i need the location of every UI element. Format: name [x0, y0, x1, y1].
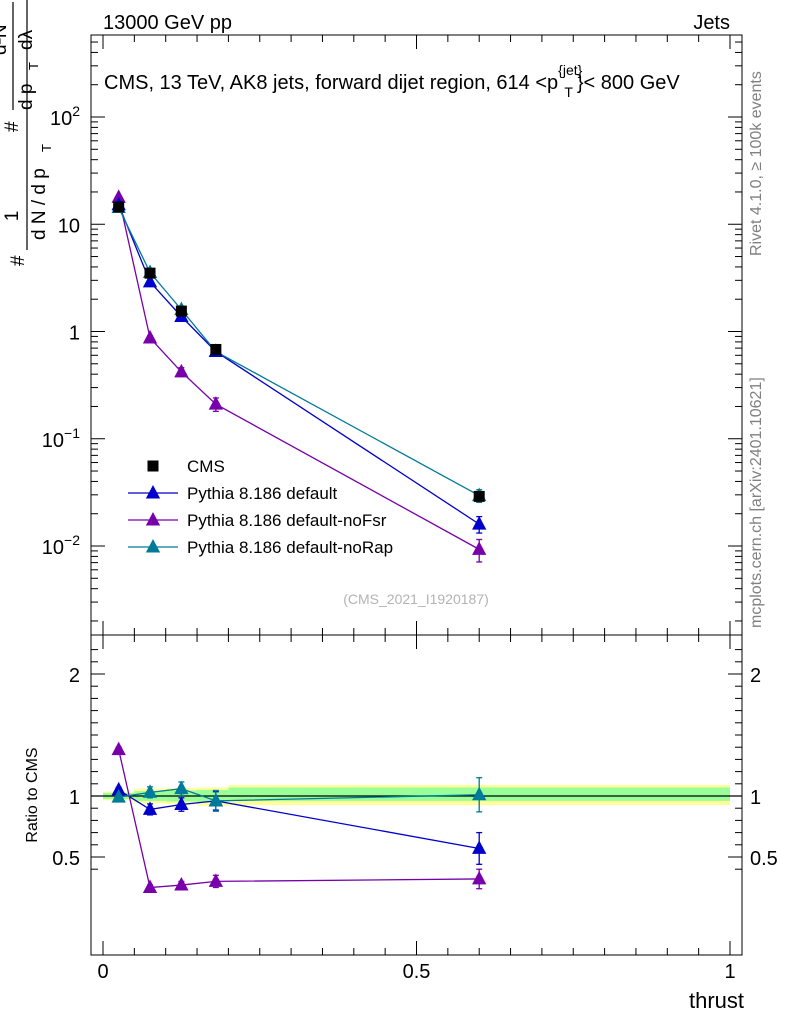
main-data-point: [113, 201, 125, 213]
legend-label: Pythia 8.186 default-noFsr: [187, 511, 387, 530]
ratio-data-point: [472, 840, 487, 854]
ratio-data-point: [472, 786, 487, 801]
main-data-point: [175, 305, 187, 317]
legend-marker: [145, 484, 161, 499]
main-data-point: [144, 267, 156, 279]
main-ytick-label: 102: [50, 103, 80, 130]
main-data-point: [473, 490, 485, 502]
ratio-data-point: [472, 870, 487, 885]
ytick-exponent: 2: [72, 103, 80, 119]
ratio-ytick-label-left: 2: [69, 665, 80, 687]
ratio-data-point: [111, 789, 126, 803]
main-ytick-label: 10−1: [42, 425, 80, 452]
main-ytick-label: 10: [58, 215, 80, 237]
ratio-xtick-label: 0.5: [403, 961, 431, 983]
chart-title: CMS, 13 TeV, AK8 jets, forward dijet reg…: [104, 62, 680, 100]
mcplots-label: mcplots.cern.ch [arXiv:2401.10621]: [748, 377, 765, 628]
legend-marker: [145, 511, 161, 526]
ytick-base: 10: [42, 537, 64, 559]
legend-label: Pythia 8.186 default-noRap: [187, 538, 393, 557]
main-x-ticks: [102, 35, 731, 635]
ytick-exponent: −1: [64, 425, 80, 441]
ratio-ytick-label-right: 2: [750, 665, 761, 687]
main-series-line-1: [118, 204, 480, 525]
ratio-x-ticks: 0 0.5 1: [97, 635, 736, 983]
title-prefix: CMS, 13 TeV, AK8 jets, forward dijet reg…: [104, 72, 558, 94]
main-data-point: [111, 189, 126, 203]
x-axis-label: thrust: [689, 988, 744, 1013]
main-data-point: [142, 329, 158, 344]
ratio-data-point: [111, 741, 126, 756]
ratio-data-point: [174, 877, 189, 891]
main-data-point: [472, 541, 487, 555]
title-suffix: }< 800 GeV: [577, 72, 681, 94]
ratio-ytick-label-right: 1: [750, 787, 761, 809]
ylabel-denominator: d N / d p: [29, 168, 50, 240]
ylabel-hash2: #: [2, 121, 23, 132]
ylabel-inner-dlambda: dλ: [16, 29, 37, 50]
main-data-point: [142, 273, 158, 288]
ylabel-one: 1: [2, 211, 23, 222]
ratio-data-point: [142, 801, 158, 815]
ratio-plot-data: [111, 741, 487, 893]
ylabel-inner-dp: d p: [16, 84, 37, 110]
header-right: Jets: [693, 12, 730, 34]
ratio-data-point: [208, 873, 224, 887]
main-data-point: [208, 396, 224, 410]
ratio-ytick-label-left: 1: [69, 787, 80, 809]
ratio-xtick-label: 1: [724, 961, 735, 983]
ratio-data-point: [142, 784, 158, 798]
main-data-point: [472, 516, 487, 530]
ytick-exponent: −2: [64, 532, 80, 548]
main-data-point: [210, 343, 222, 355]
title-sup: {jet}: [558, 62, 582, 78]
ylabel-inner-sub: T: [26, 62, 41, 70]
ratio-ytick-label-left: 0.5: [52, 848, 80, 870]
ratio-data-point: [174, 780, 189, 795]
analysis-watermark: (CMS_2021_I1920187): [343, 591, 489, 607]
header-left: 13000 GeV pp: [103, 12, 232, 34]
legend-marker: [145, 538, 161, 553]
ratio-series-line-1: [118, 749, 480, 889]
main-ytick-label: 1: [69, 323, 80, 345]
ratio-ytick-label-right: 0.5: [750, 848, 778, 870]
title-sub: T: [564, 84, 573, 100]
main-plot-data: [111, 189, 487, 563]
ratio-xtick-label: 0: [97, 961, 108, 983]
ratio-series-group: [111, 741, 487, 893]
ytick-base: 10: [42, 430, 64, 452]
ratio-data-point: [111, 781, 126, 796]
ytick-base: 10: [50, 108, 72, 130]
legend-label: CMS: [187, 457, 225, 476]
ratio-ylabel: Ratio to CMS: [24, 747, 41, 842]
ratio-data-point: [208, 792, 224, 807]
ylabel-hash: #: [8, 255, 29, 266]
ratio-data-point: [142, 879, 158, 893]
main-ylabel: # 1 d N / d p T # d²N d p T dλ: [0, 0, 54, 266]
rivet-label: Rivet 4.1.0, ≥ 100k events: [748, 71, 765, 256]
main-series-line-3: [118, 207, 480, 497]
legend-label: Pythia 8.186 default: [187, 484, 338, 503]
legend-marker-cms: [147, 460, 159, 472]
ylabel-denominator-sub: T: [39, 144, 54, 152]
main-data-point: [174, 363, 189, 378]
ratio-data-point: [174, 796, 189, 810]
legend: CMS Pythia 8.186 default Pythia 8.186 defa…: [128, 457, 393, 557]
main-ytick-label: 10−2: [42, 532, 80, 559]
ylabel-numerator: d²N: [0, 24, 11, 55]
ratio-y-ticks: 0.5 0.5 1 1 2 2: [52, 649, 778, 870]
